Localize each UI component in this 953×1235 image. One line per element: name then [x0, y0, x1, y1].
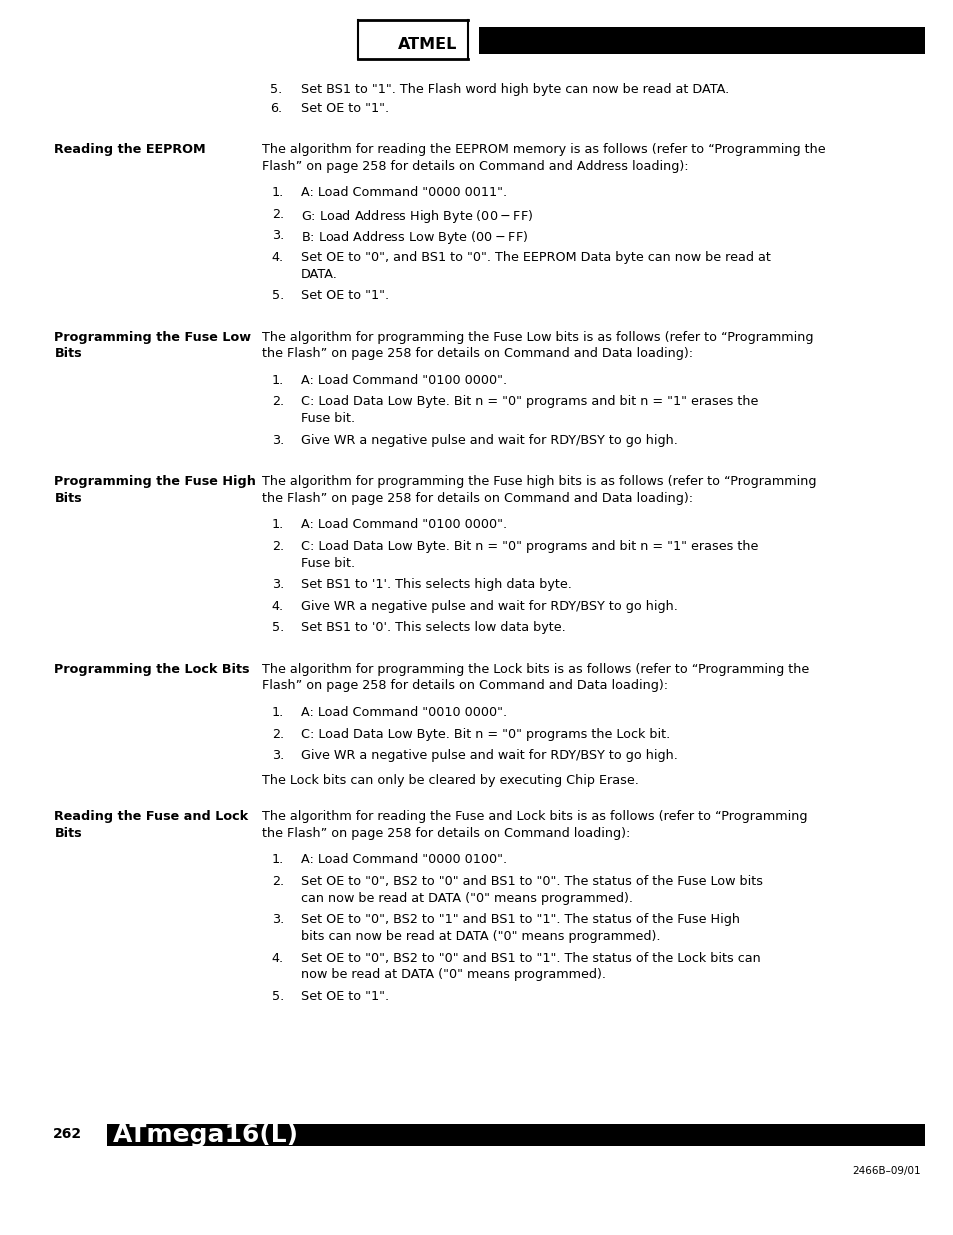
Text: Set OE to "1".: Set OE to "1". [300, 990, 388, 1003]
Text: The algorithm for reading the EEPROM memory is as follows (refer to “Programming: The algorithm for reading the EEPROM mem… [262, 143, 825, 156]
Text: 262: 262 [52, 1126, 82, 1141]
Text: Set OE to "0", BS2 to "1" and BS1 to "1". The status of the Fuse High: Set OE to "0", BS2 to "1" and BS1 to "1"… [300, 914, 739, 926]
Text: Give WR a negative pulse and wait for RDY/BSY to go high.: Give WR a negative pulse and wait for RD… [300, 600, 677, 613]
Text: ATMEL: ATMEL [397, 37, 456, 52]
Text: Set OE to "1".: Set OE to "1". [300, 289, 388, 303]
Text: C: Load Data Low Byte. Bit n = "0" programs the Lock bit.: C: Load Data Low Byte. Bit n = "0" progr… [300, 727, 669, 741]
Text: 2.: 2. [272, 727, 284, 741]
Text: 4.: 4. [272, 251, 284, 264]
Text: now be read at DATA ("0" means programmed).: now be read at DATA ("0" means programme… [300, 968, 605, 982]
Text: 1.: 1. [272, 374, 284, 387]
Text: The algorithm for programming the Fuse high bits is as follows (refer to “Progra: The algorithm for programming the Fuse h… [262, 475, 816, 488]
Text: A: Load Command "0100 0000".: A: Load Command "0100 0000". [300, 519, 506, 531]
Text: Reading the Fuse and Lock: Reading the Fuse and Lock [54, 810, 248, 824]
Text: The algorithm for programming the Fuse Low bits is as follows (refer to “Program: The algorithm for programming the Fuse L… [262, 331, 813, 343]
Text: 2.: 2. [272, 395, 284, 409]
Text: Give WR a negative pulse and wait for RDY/BSY to go high.: Give WR a negative pulse and wait for RD… [300, 433, 677, 447]
Text: 3.: 3. [272, 230, 284, 242]
Text: Set OE to "0", and BS1 to "0". The EEPROM Data byte can now be read at: Set OE to "0", and BS1 to "0". The EEPRO… [300, 251, 770, 264]
Text: ATmega16(L): ATmega16(L) [112, 1123, 298, 1147]
Text: 4.: 4. [272, 600, 284, 613]
Text: Bits: Bits [54, 492, 82, 505]
Text: Give WR a negative pulse and wait for RDY/BSY to go high.: Give WR a negative pulse and wait for RD… [300, 750, 677, 762]
Text: Flash” on page 258 for details on Command and Address loading):: Flash” on page 258 for details on Comman… [262, 159, 688, 173]
Text: 3.: 3. [272, 433, 284, 447]
Text: Set OE to "1".: Set OE to "1". [300, 103, 388, 115]
Text: Fuse bit.: Fuse bit. [300, 557, 355, 569]
Text: Bits: Bits [54, 347, 82, 361]
Text: can now be read at DATA ("0" means programmed).: can now be read at DATA ("0" means progr… [300, 892, 632, 905]
Text: A: Load Command "0000 0011".: A: Load Command "0000 0011". [300, 186, 506, 199]
Bar [478, 27, 924, 54]
Text: 2466B–09/01: 2466B–09/01 [851, 1166, 920, 1176]
Text: 6.: 6. [270, 103, 282, 115]
Text: Set OE to "0", BS2 to "0" and BS1 to "1". The status of the Lock bits can: Set OE to "0", BS2 to "0" and BS1 to "1"… [300, 952, 760, 965]
Text: 1.: 1. [272, 853, 284, 867]
Text: Reading the EEPROM: Reading the EEPROM [54, 143, 206, 156]
Text: A: Load Command "0000 0100".: A: Load Command "0000 0100". [300, 853, 506, 867]
Text: 1.: 1. [272, 706, 284, 719]
Text: Programming the Fuse Low: Programming the Fuse Low [54, 331, 251, 343]
Text: Bits: Bits [54, 827, 82, 840]
Text: A: Load Command "0010 0000".: A: Load Command "0010 0000". [300, 706, 506, 719]
Text: 1.: 1. [272, 519, 284, 531]
Text: 2.: 2. [272, 876, 284, 888]
Text: Set OE to "0", BS2 to "0" and BS1 to "0". The status of the Fuse Low bits: Set OE to "0", BS2 to "0" and BS1 to "0"… [300, 876, 761, 888]
Text: B: Load Address Low Byte ($00 - $FF): B: Load Address Low Byte ($00 - $FF) [300, 230, 527, 246]
Bar [107, 1124, 924, 1146]
Text: the Flash” on page 258 for details on Command and Data loading):: the Flash” on page 258 for details on Co… [262, 492, 693, 505]
Text: 5.: 5. [272, 621, 284, 635]
Bar [357, 20, 468, 59]
Text: The algorithm for programming the Lock bits is as follows (refer to “Programming: The algorithm for programming the Lock b… [262, 663, 809, 676]
Text: 3.: 3. [272, 578, 284, 592]
Text: 3.: 3. [272, 914, 284, 926]
Text: 2.: 2. [272, 207, 284, 221]
Text: Programming the Lock Bits: Programming the Lock Bits [54, 663, 250, 676]
Text: Set BS1 to '1'. This selects high data byte.: Set BS1 to '1'. This selects high data b… [300, 578, 571, 592]
Text: the Flash” on page 258 for details on Command loading):: the Flash” on page 258 for details on Co… [262, 827, 630, 840]
Text: the Flash” on page 258 for details on Command and Data loading):: the Flash” on page 258 for details on Co… [262, 347, 693, 361]
Text: 5.: 5. [270, 83, 282, 96]
Text: 4.: 4. [272, 952, 284, 965]
Text: DATA.: DATA. [300, 268, 337, 280]
Text: bits can now be read at DATA ("0" means programmed).: bits can now be read at DATA ("0" means … [300, 930, 659, 944]
Text: The Lock bits can only be cleared by executing Chip Erase.: The Lock bits can only be cleared by exe… [262, 774, 639, 787]
Text: 5.: 5. [272, 289, 284, 303]
Text: 1.: 1. [272, 186, 284, 199]
Text: C: Load Data Low Byte. Bit n = "0" programs and bit n = "1" erases the: C: Load Data Low Byte. Bit n = "0" progr… [300, 540, 757, 553]
Text: 3.: 3. [272, 750, 284, 762]
Text: Flash” on page 258 for details on Command and Data loading):: Flash” on page 258 for details on Comman… [262, 679, 668, 693]
Text: G: Load Address High Byte ($00 - $FF): G: Load Address High Byte ($00 - $FF) [300, 207, 533, 225]
Text: A: Load Command "0100 0000".: A: Load Command "0100 0000". [300, 374, 506, 387]
Text: 2.: 2. [272, 540, 284, 553]
Text: Set BS1 to "1". The Flash word high byte can now be read at DATA.: Set BS1 to "1". The Flash word high byte… [300, 83, 728, 96]
Text: Programming the Fuse High: Programming the Fuse High [54, 475, 256, 488]
Text: C: Load Data Low Byte. Bit n = "0" programs and bit n = "1" erases the: C: Load Data Low Byte. Bit n = "0" progr… [300, 395, 757, 409]
Text: Fuse bit.: Fuse bit. [300, 412, 355, 425]
Text: The algorithm for reading the Fuse and Lock bits is as follows (refer to “Progra: The algorithm for reading the Fuse and L… [262, 810, 807, 824]
Text: 5.: 5. [272, 990, 284, 1003]
Text: Set BS1 to '0'. This selects low data byte.: Set BS1 to '0'. This selects low data by… [300, 621, 565, 635]
